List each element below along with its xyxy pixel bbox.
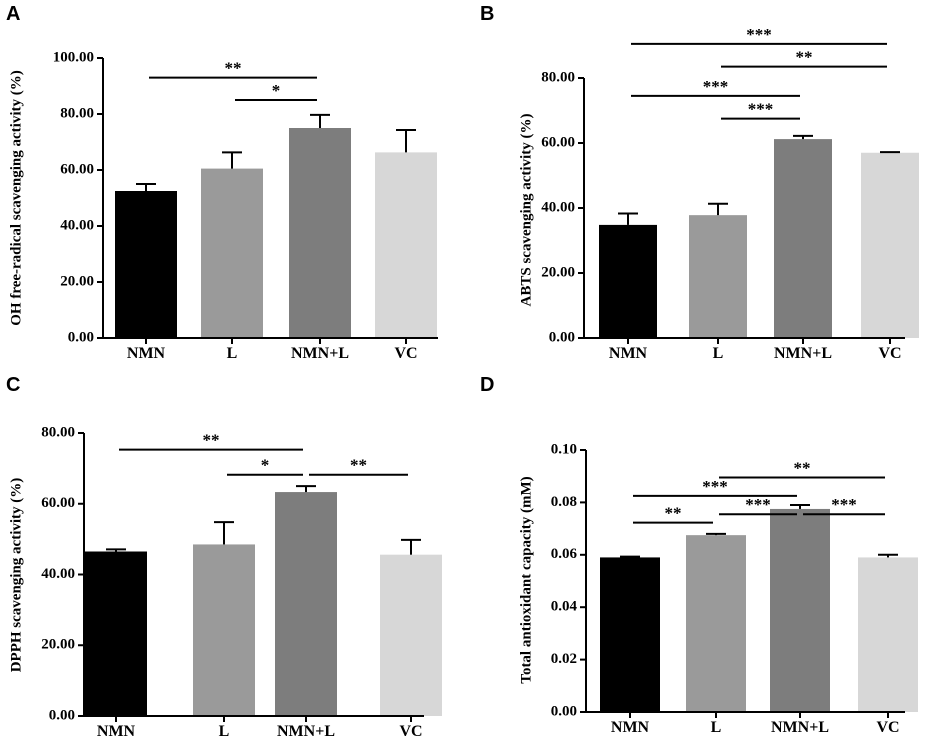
panel-d: D Total antioxidant capacity (mM) 0.00 0.02… (480, 374, 918, 736)
x-tick-label: L (713, 345, 724, 362)
significance-label: *** (746, 25, 772, 44)
y-tick-label: 0.02 (551, 651, 577, 667)
bar-nmn-plus-l (289, 128, 351, 338)
y-tick-label: 60.00 (60, 161, 94, 177)
bar-nmn-plus-l (275, 492, 337, 716)
bar-vc (375, 152, 437, 338)
error-bar (214, 521, 234, 545)
y-tick-label: 60.00 (541, 134, 575, 150)
y-tick-label: 20.00 (41, 637, 75, 653)
bar-vc (380, 554, 442, 716)
panel-letter: B (480, 3, 494, 25)
panel-letter: C (6, 374, 20, 396)
panel-letter: A (6, 3, 20, 25)
significance-label: ** (225, 59, 242, 78)
y-tick-label: 40.00 (541, 199, 575, 215)
x-tick-label: NMN+L (291, 345, 349, 362)
significance-label: ** (794, 459, 811, 478)
y-tick-label: 20.00 (60, 273, 94, 289)
significance-label: *** (831, 495, 857, 514)
bar-nmn-plus-l (770, 508, 830, 712)
panel-c: C DPPH scavenging activity (%) 0.00 20.00 40… (6, 374, 442, 739)
x-tick-label: L (219, 723, 230, 739)
significance-label: * (261, 456, 270, 475)
error-bar (878, 553, 898, 558)
bar-nmn (599, 224, 657, 338)
y-tick-label: 20.00 (541, 264, 575, 280)
significance-label: ** (796, 48, 813, 67)
y-axis-label: ABTS scavenging activity (%) (518, 114, 534, 307)
error-bar (222, 151, 242, 169)
bar-nmn-plus-l (774, 139, 832, 338)
x-tick-label: VC (878, 345, 901, 362)
error-bar (706, 532, 726, 536)
x-tick-label: NMN+L (774, 345, 832, 362)
significance-label: * (272, 81, 281, 100)
x-tick-label: L (227, 345, 238, 362)
x-tick-label: NMN (97, 723, 136, 739)
y-tick-label: 0.00 (49, 707, 75, 723)
significance-label: ** (203, 431, 220, 450)
y-tick-label: 0.00 (551, 703, 577, 719)
x-tick-label: NMN (609, 345, 648, 362)
significance-label: *** (703, 77, 729, 96)
error-bar (310, 113, 330, 128)
panel-b: B ABTS scavenging activity (%) 0.00 20.00 40… (480, 3, 919, 362)
error-bar (708, 202, 728, 216)
panel-letter: D (480, 374, 494, 396)
bar-l (689, 215, 747, 338)
x-tick-label: NMN+L (277, 723, 335, 739)
significance-label: *** (745, 495, 771, 514)
error-bar (136, 183, 156, 191)
x-tick-label: NMN (127, 345, 166, 362)
error-bar (793, 134, 813, 140)
error-bar (296, 485, 316, 493)
y-tick-label: 0.00 (549, 329, 575, 345)
bar-l (686, 535, 746, 712)
y-tick-label: 0.04 (551, 599, 578, 615)
y-tick-label: 0.08 (551, 494, 577, 510)
x-tick-label: VC (876, 719, 899, 736)
error-bar (790, 504, 810, 509)
y-tick-label: 80.00 (41, 424, 75, 440)
bar-nmn (600, 557, 660, 712)
bar-l (201, 168, 263, 338)
significance-label: *** (702, 477, 728, 496)
y-axis-label: OH free-radical scavenging activity (%) (8, 70, 24, 326)
y-tick-label: 0.06 (551, 546, 578, 562)
y-tick-label: 80.00 (60, 105, 94, 121)
x-tick-label: VC (399, 723, 422, 739)
bar-l (193, 544, 255, 716)
significance-label: ** (350, 456, 367, 475)
bar-vc (858, 557, 918, 712)
y-tick-label: 0.10 (551, 441, 577, 457)
y-tick-label: 60.00 (41, 495, 75, 511)
y-tick-label: 100.00 (53, 49, 94, 65)
error-bar (396, 128, 416, 153)
y-tick-label: 40.00 (41, 566, 75, 582)
y-tick-label: 80.00 (541, 69, 575, 85)
panel-a: A OH free-radical scavenging activity (%)… (6, 3, 438, 362)
x-tick-label: VC (394, 345, 417, 362)
y-axis-label: DPPH scavenging activity (%) (8, 478, 24, 673)
x-tick-label: NMN (611, 719, 650, 736)
x-tick-label: NMN+L (771, 719, 829, 736)
bar-nmn (115, 191, 177, 338)
error-bar (401, 538, 421, 555)
significance-label: *** (748, 100, 774, 119)
y-axis-label: Total antioxidant capacity (mM) (518, 476, 534, 683)
error-bar (880, 151, 900, 154)
bar-vc (861, 152, 919, 338)
x-tick-label: L (711, 719, 722, 736)
y-tick-label: 40.00 (60, 217, 94, 233)
y-tick-label: 0.00 (68, 329, 94, 345)
significance-label: ** (665, 504, 682, 523)
bar-nmn (85, 551, 147, 716)
error-bar (620, 555, 640, 558)
error-bar (106, 548, 126, 552)
error-bar (618, 212, 638, 225)
